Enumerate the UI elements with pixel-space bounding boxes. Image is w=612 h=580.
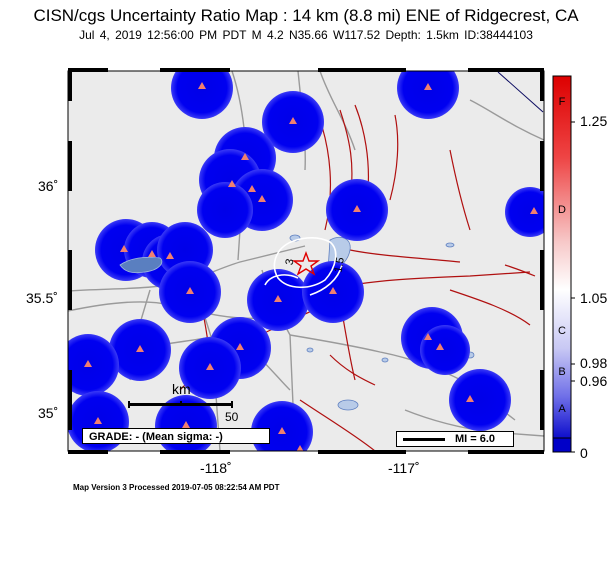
lake-in-disk	[119, 256, 163, 274]
y-tick-36: 36˚	[38, 178, 59, 194]
colorbar-bottom	[552, 437, 572, 453]
mi-legend-bar	[403, 438, 445, 441]
station-markers	[84, 82, 538, 451]
colorbar-label-0-96: 0.96	[580, 373, 608, 389]
colorbar-label-0-98: 0.98	[580, 355, 608, 371]
scale-bar-value: 50	[225, 410, 239, 424]
colorbar-ticks	[571, 121, 575, 453]
x-tick-minus-118: -118˚	[200, 460, 232, 476]
y-tick-35-5: 35.5˚	[26, 290, 58, 306]
event-info: Jul 4, 2019 12:56:00 PM PDT M 4.2 N35.66…	[79, 28, 533, 42]
star-icon	[291, 251, 321, 276]
x-tick-minus-117: -117˚	[388, 460, 420, 476]
y-tick-35: 35˚	[38, 405, 59, 421]
scale-bar-unit: km	[172, 381, 191, 397]
corner-line	[497, 71, 544, 113]
colorbar-label-1-05: 1.05	[580, 290, 608, 306]
map-title: CISN/cgs Uncertainty Ratio Map : 14 km (…	[33, 6, 579, 25]
colorbar-label-0: 0	[580, 445, 588, 461]
grade-letter-c: C	[558, 325, 566, 337]
grade-letter-a: A	[558, 403, 566, 415]
colorbar	[552, 75, 572, 445]
mi-legend-label: MI = 6.0	[455, 433, 496, 445]
grade-box: GRADE: - (Mean sigma: -)	[82, 428, 270, 444]
grade-letter-f: F	[558, 96, 566, 108]
uncertainty-contours	[264, 237, 343, 296]
frame-ticks	[68, 68, 544, 454]
grade-letter-b: B	[558, 366, 566, 378]
processing-footer: Map Version 3 Processed 2019-07-05 08:22…	[73, 483, 280, 492]
colorbar-label-1-25: 1.25	[580, 113, 608, 129]
mi-legend: MI = 6.0	[396, 431, 514, 447]
grade-letter-d: D	[558, 204, 566, 216]
scale-bar	[128, 401, 233, 408]
